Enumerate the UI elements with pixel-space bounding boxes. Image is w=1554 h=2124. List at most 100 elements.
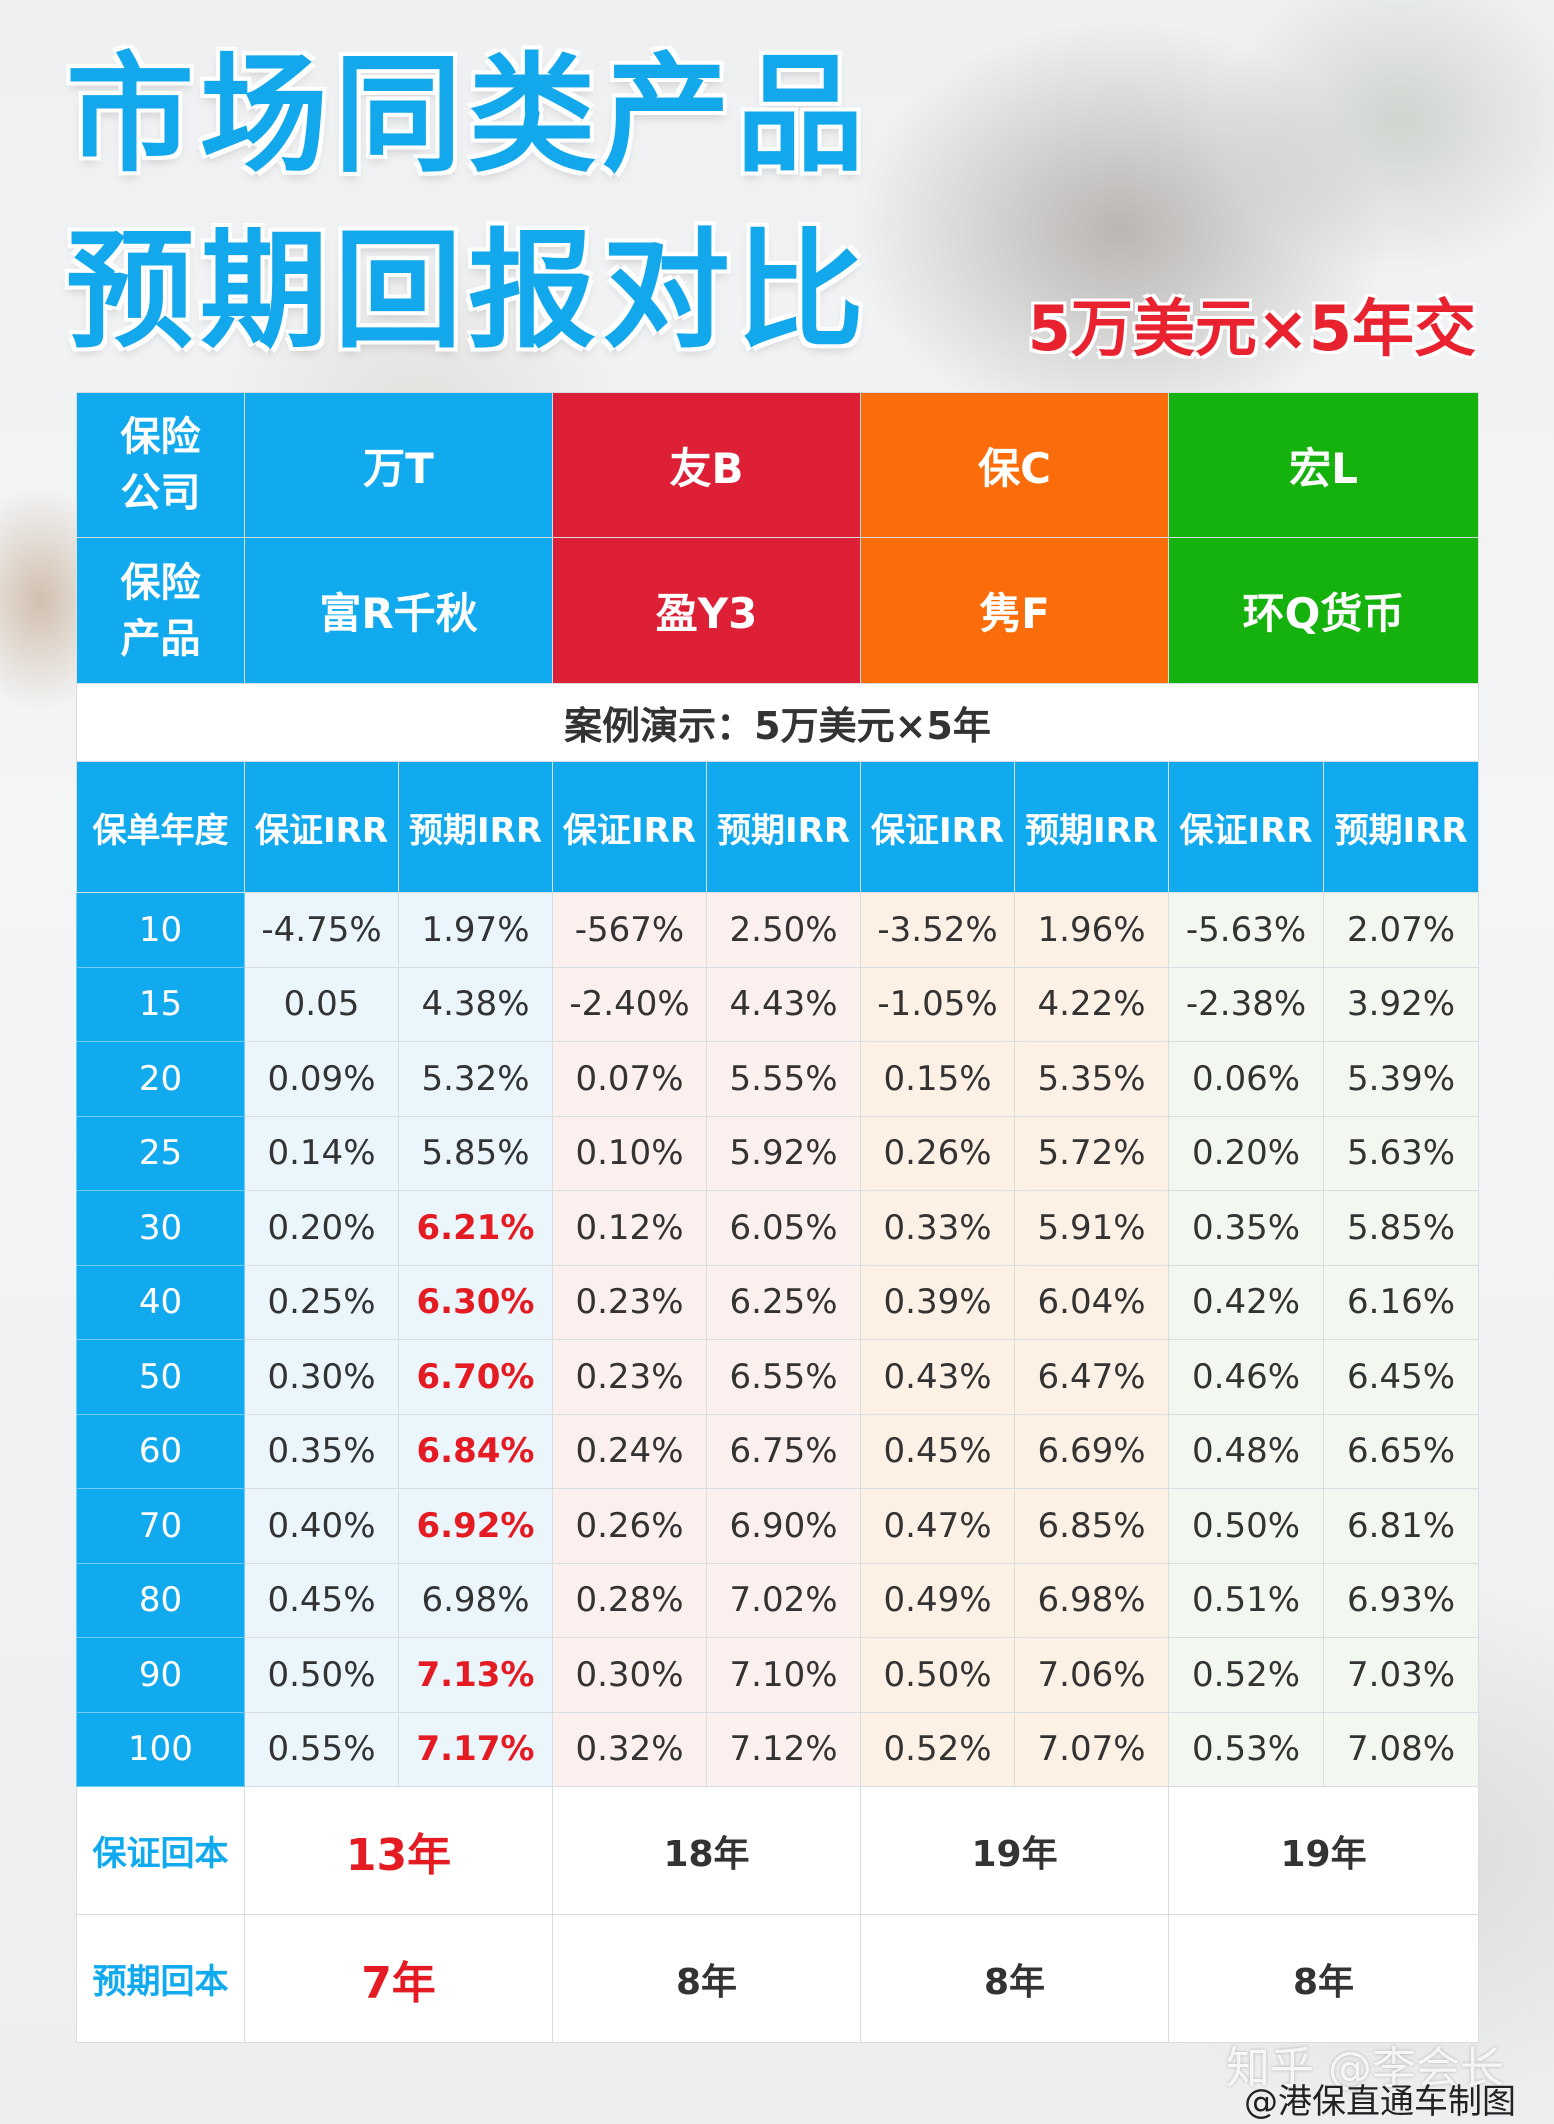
irr-cell: 0.26% (860, 1115, 1016, 1191)
guaranteed-breakeven-label: 保证回本 (76, 1786, 245, 1915)
irr-cell: 0.28% (552, 1562, 707, 1638)
irr-cell: 0.26% (552, 1488, 707, 1564)
irr-cell: 6.85% (1014, 1488, 1170, 1564)
irr-cell: -567% (552, 892, 707, 968)
irr-cell: 5.92% (705, 1115, 862, 1191)
irr-cell: 0.45% (860, 1413, 1016, 1489)
table-row: 70 0.40% 6.92% 0.26% 6.90% 0.47% 6.85% 0.50% 6.8… (76, 1488, 1480, 1564)
col-header-guaranteed-d: 保证IRR (1168, 761, 1325, 893)
table-row: 40 0.25% 6.30% 0.23% 6.25% 0.39% 6.04% 0.42% 6.1… (76, 1264, 1480, 1340)
irr-cell: 0.32% (552, 1711, 707, 1787)
col-header-expected-d: 预期IRR (1323, 761, 1480, 893)
irr-cell: 5.85% (1323, 1190, 1480, 1266)
irr-cell: 0.23% (552, 1339, 707, 1415)
irr-cell: 0.09% (244, 1041, 399, 1117)
expected-breakeven-row: 预期回本 7年 8年 8年 8年 (76, 1914, 1480, 2043)
column-header-row: 保单年度 保证IRR 预期IRR 保证IRR 预期IRR 保证IRR 预期IRR… (76, 761, 1480, 893)
table-row: 90 0.50% 7.13% 0.30% 7.10% 0.50% 7.06% 0.52% 7.0… (76, 1637, 1480, 1713)
irr-cell: 0.20% (244, 1190, 399, 1266)
policy-year-cell: 30 (76, 1190, 245, 1266)
irr-cell: 3.92% (1323, 966, 1480, 1042)
irr-cell: 0.20% (1168, 1115, 1325, 1191)
irr-cell: 0.35% (1168, 1190, 1325, 1266)
table-row: 10 -4.75% 1.97% -567% 2.50% -3.52% 1.96% -5.63%… (76, 892, 1480, 968)
irr-cell: 4.38% (398, 966, 553, 1042)
irr-cell: 0.39% (860, 1264, 1016, 1340)
col-header-expected-c: 预期IRR (1014, 761, 1170, 893)
product-d: 环Q货币 (1168, 537, 1480, 684)
policy-year-cell: 20 (76, 1041, 245, 1117)
irr-cell: 0.33% (860, 1190, 1016, 1266)
irr-cell: 0.48% (1168, 1413, 1325, 1489)
page-title-line2: 预期回报对比 (66, 217, 871, 366)
table-row: 50 0.30% 6.70% 0.23% 6.55% 0.43% 6.47% 0.46% 6.4… (76, 1339, 1480, 1415)
irr-cell: 0.06% (1168, 1041, 1325, 1117)
irr-cell: 0.50% (1168, 1488, 1325, 1564)
policy-year-cell: 10 (76, 892, 245, 968)
irr-cell: 0.45% (244, 1562, 399, 1638)
irr-cell: 5.35% (1014, 1041, 1170, 1117)
irr-cell: 7.17% (398, 1711, 553, 1787)
policy-year-cell: 25 (76, 1115, 245, 1191)
irr-cell: 5.32% (398, 1041, 553, 1117)
case-text: 案例演示：5万美元×5年 (75, 683, 1480, 762)
irr-cell: 7.13% (398, 1637, 553, 1713)
irr-cell: 0.50% (244, 1637, 399, 1713)
product-b: 盈Y3 (551, 537, 862, 684)
irr-cell: 2.07% (1323, 892, 1480, 968)
irr-cell: 0.23% (552, 1264, 707, 1340)
irr-cell: 6.93% (1323, 1562, 1480, 1638)
policy-year-cell: 70 (76, 1488, 245, 1564)
irr-cell: 0.53% (1168, 1711, 1325, 1787)
policy-year-cell: 50 (76, 1339, 245, 1415)
expected-breakeven-c: 8年 (860, 1914, 1170, 2043)
irr-cell: 0.07% (552, 1041, 707, 1117)
irr-cell: -3.52% (860, 892, 1016, 968)
irr-cell: 0.46% (1168, 1339, 1325, 1415)
comparison-table: 保险 公司 万T 友B 保C 宏L 保险 产品 富R千秋 盈Y3 隽F 环Q货币 案… (75, 392, 1480, 2043)
irr-cell: 0.15% (860, 1041, 1016, 1117)
policy-year-cell: 40 (76, 1264, 245, 1340)
irr-cell: 5.63% (1323, 1115, 1480, 1191)
irr-cell: 6.55% (705, 1339, 862, 1415)
irr-cell: 7.10% (705, 1637, 862, 1713)
company-d: 宏L (1168, 392, 1480, 538)
irr-cell: 0.47% (860, 1488, 1016, 1564)
irr-cell: 5.39% (1323, 1041, 1480, 1117)
irr-cell: 0.24% (552, 1413, 707, 1489)
irr-cell: 7.12% (705, 1711, 862, 1787)
irr-cell: 0.40% (244, 1488, 399, 1564)
irr-cell: -1.05% (860, 966, 1016, 1042)
page-subtitle: 5万美元×5年交 (1027, 292, 1476, 365)
policy-year-cell: 90 (76, 1637, 245, 1713)
irr-cell: 0.05 (244, 966, 399, 1042)
product-label: 保险 产品 (76, 537, 245, 684)
irr-cell: 4.43% (705, 966, 862, 1042)
irr-cell: 5.91% (1014, 1190, 1170, 1266)
irr-cell: -2.40% (552, 966, 707, 1042)
guaranteed-breakeven-c: 19年 (860, 1786, 1170, 1915)
guaranteed-breakeven-a: 13年 (244, 1786, 553, 1915)
irr-cell: 0.55% (244, 1711, 399, 1787)
irr-cell: 0.52% (1168, 1637, 1325, 1713)
col-header-year: 保单年度 (76, 761, 245, 893)
irr-cell: 6.65% (1323, 1413, 1480, 1489)
irr-cell: 6.98% (1014, 1562, 1170, 1638)
case-row: 案例演示：5万美元×5年 (75, 683, 1480, 762)
irr-cell: 0.52% (860, 1711, 1016, 1787)
irr-cell: 6.92% (398, 1488, 553, 1564)
company-label: 保险 公司 (76, 392, 245, 538)
company-a: 万T (244, 392, 553, 538)
zhihu-watermark: 知乎 @李会长 (1226, 2043, 1504, 2094)
policy-year-cell: 60 (76, 1413, 245, 1489)
irr-cell: 0.50% (860, 1637, 1016, 1713)
product-a: 富R千秋 (244, 537, 553, 684)
guaranteed-breakeven-b: 18年 (551, 1786, 862, 1915)
company-row: 保险 公司 万T 友B 保C 宏L (76, 392, 1480, 538)
col-header-guaranteed-c: 保证IRR (860, 761, 1016, 893)
irr-cell: 7.07% (1014, 1711, 1170, 1787)
irr-cell: 6.90% (705, 1488, 862, 1564)
company-c: 保C (860, 392, 1170, 538)
irr-cell: 6.25% (705, 1264, 862, 1340)
irr-cell: 6.45% (1323, 1339, 1480, 1415)
